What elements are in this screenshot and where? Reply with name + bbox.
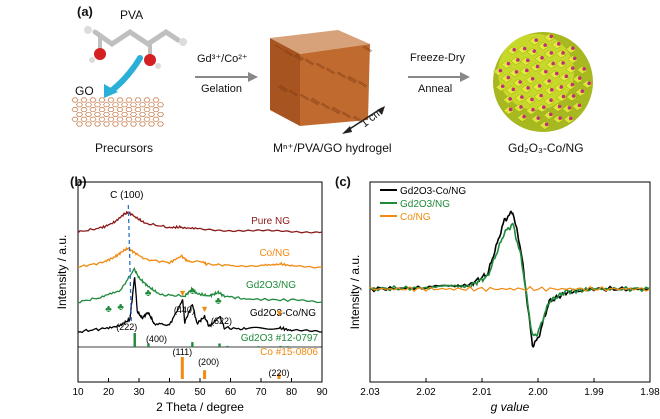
epr-series-line [369, 285, 651, 293]
hkl-label: (200) [198, 357, 219, 367]
x-tick-label: 2.00 [528, 387, 548, 398]
x-tick-label: 10 [72, 387, 84, 398]
legend-label: Gd2O3/NG [400, 199, 450, 210]
x-tick-label: 1.98 [640, 387, 660, 398]
panel-a-label: (a) [77, 4, 93, 19]
x-tick-label: 2.01 [472, 387, 492, 398]
panel-c-label: (c) [335, 174, 351, 189]
x-tick-label: 90 [316, 387, 328, 398]
gd2o3-marker-icon: ♣ [117, 302, 124, 313]
gd2o3-ref-peak [147, 343, 150, 347]
c100-annotation: C (100) [110, 190, 143, 201]
x-tick-label: 2.03 [360, 387, 380, 398]
precursors-label: Precursors [95, 141, 154, 155]
hkl-label: (400) [146, 334, 167, 344]
epr-plot-frame [369, 181, 651, 383]
xrd-series-line [77, 267, 323, 304]
legend-label: Gd2O3-Co/NG [400, 186, 466, 197]
y-axis-label: Intensity / a.u. [55, 235, 69, 310]
xrd-chart: 10 20 30 40 50 60 70 80 90 2 Theta / degree Intens… [55, 181, 328, 414]
gelation-arrow-icon [195, 72, 258, 82]
gd2o3-marker-icon: ♣ [105, 304, 112, 315]
x-tick-label: 60 [225, 387, 237, 398]
graphene-sheet-icon [71, 97, 164, 127]
pva-label: PVA [120, 8, 144, 22]
co-ref-peak [277, 373, 281, 379]
hydrogel-label: Mⁿ⁺/PVA/GO hydrogel [273, 141, 392, 155]
arrow1-top-label: Gd³⁺/Co²⁺ [197, 53, 248, 65]
xrd-series-label: Pure NG [251, 216, 290, 227]
gd2o3-ref-peak [191, 342, 194, 347]
co-marker-icon: ▼ [275, 308, 284, 318]
gd2o3-ref-peak [257, 346, 260, 347]
x-tick-label: 80 [286, 387, 298, 398]
co-ref-peak [180, 357, 184, 379]
hkl-label: (111) [172, 347, 192, 357]
x-axis-label: g value [491, 400, 530, 414]
xrd-series-line [77, 246, 322, 269]
hydrogel-cube-icon [270, 30, 373, 126]
gd2o3-ref-peak [226, 345, 229, 347]
gd2o3-ref-label: Gd2O3 #12-0797 [241, 333, 319, 344]
arrow1-bottom-label: Gelation [201, 83, 242, 95]
co-marker-icon: ▼ [178, 288, 187, 298]
arrow2-top-label: Freeze-Dry [410, 52, 466, 64]
gd2o3-marker-icon: ♣ [189, 286, 196, 297]
x-tick-label: 1.99 [584, 387, 604, 398]
xrd-series-line [77, 277, 322, 334]
gd2o3-ref-peak [133, 333, 136, 347]
gd2o3-ref-peak [218, 343, 221, 347]
x-tick-label: 20 [103, 387, 115, 398]
epr-series-line [369, 222, 651, 338]
epr-series-line [369, 210, 651, 348]
x-tick-label: 70 [255, 387, 267, 398]
xrd-series-line [77, 210, 323, 234]
scale-bar-icon [342, 106, 385, 134]
c100-guide-line [127, 204, 133, 323]
co-marker-icon: ▼ [200, 304, 209, 314]
epr-chart: 2.03 2.02 2.01 2.00 1.99 1.98 g value Intensity… [348, 181, 660, 414]
panel-a: (a) PVA GO Precursors Gd³⁺/Co²⁺ Gelation… [0, 0, 660, 170]
hkl-label: (440) [174, 305, 195, 315]
gd2o3-marker-icon: ♣ [145, 288, 152, 299]
product-label: Gd₂O₃-Co/NG [508, 141, 584, 155]
xrd-series-label: Gd2O3/NG [246, 280, 296, 291]
hkl-label: (622) [211, 316, 232, 326]
go-label: GO [75, 84, 94, 98]
xrd-series-label: Co/NG [259, 248, 290, 259]
curved-arrow-icon [104, 55, 143, 98]
gd2o3-ref-peak [279, 345, 282, 347]
co-ref-label: Co #15-0806 [260, 347, 318, 358]
x-axis-label: 2 Theta / degree [156, 400, 244, 414]
freeze-dry-arrow-icon [408, 72, 470, 82]
arrow2-bottom-label: Anneal [418, 83, 453, 95]
xrd-series-label: Gd2O3-Co/NG [250, 308, 316, 319]
hkl-label: (220) [268, 368, 289, 378]
panel-c: (c) 2.03 2.02 2.01 2.00 1.99 1.98 g value Inten… [335, 172, 660, 419]
hkl-label: (222) [116, 322, 137, 332]
x-tick-label: 30 [133, 387, 145, 398]
x-tick-label: 50 [194, 387, 206, 398]
x-tick-label: 40 [164, 387, 176, 398]
gd2o3-marker-icon: ♣ [215, 296, 222, 307]
x-tick-label: 2.02 [416, 387, 436, 398]
pva-molecule-icon [84, 26, 187, 69]
product-sphere-icon [492, 32, 593, 132]
y-axis-label: Intensity / a.u. [348, 255, 362, 330]
gd2o3-ref-peak [286, 346, 290, 347]
panel-b: (b) 10 20 30 40 50 60 70 80 90 2 Theta / degree In… [0, 172, 335, 419]
co-ref-peak [203, 370, 207, 379]
legend-label: Co/NG [400, 212, 431, 223]
panel-a-illustration [71, 26, 593, 134]
